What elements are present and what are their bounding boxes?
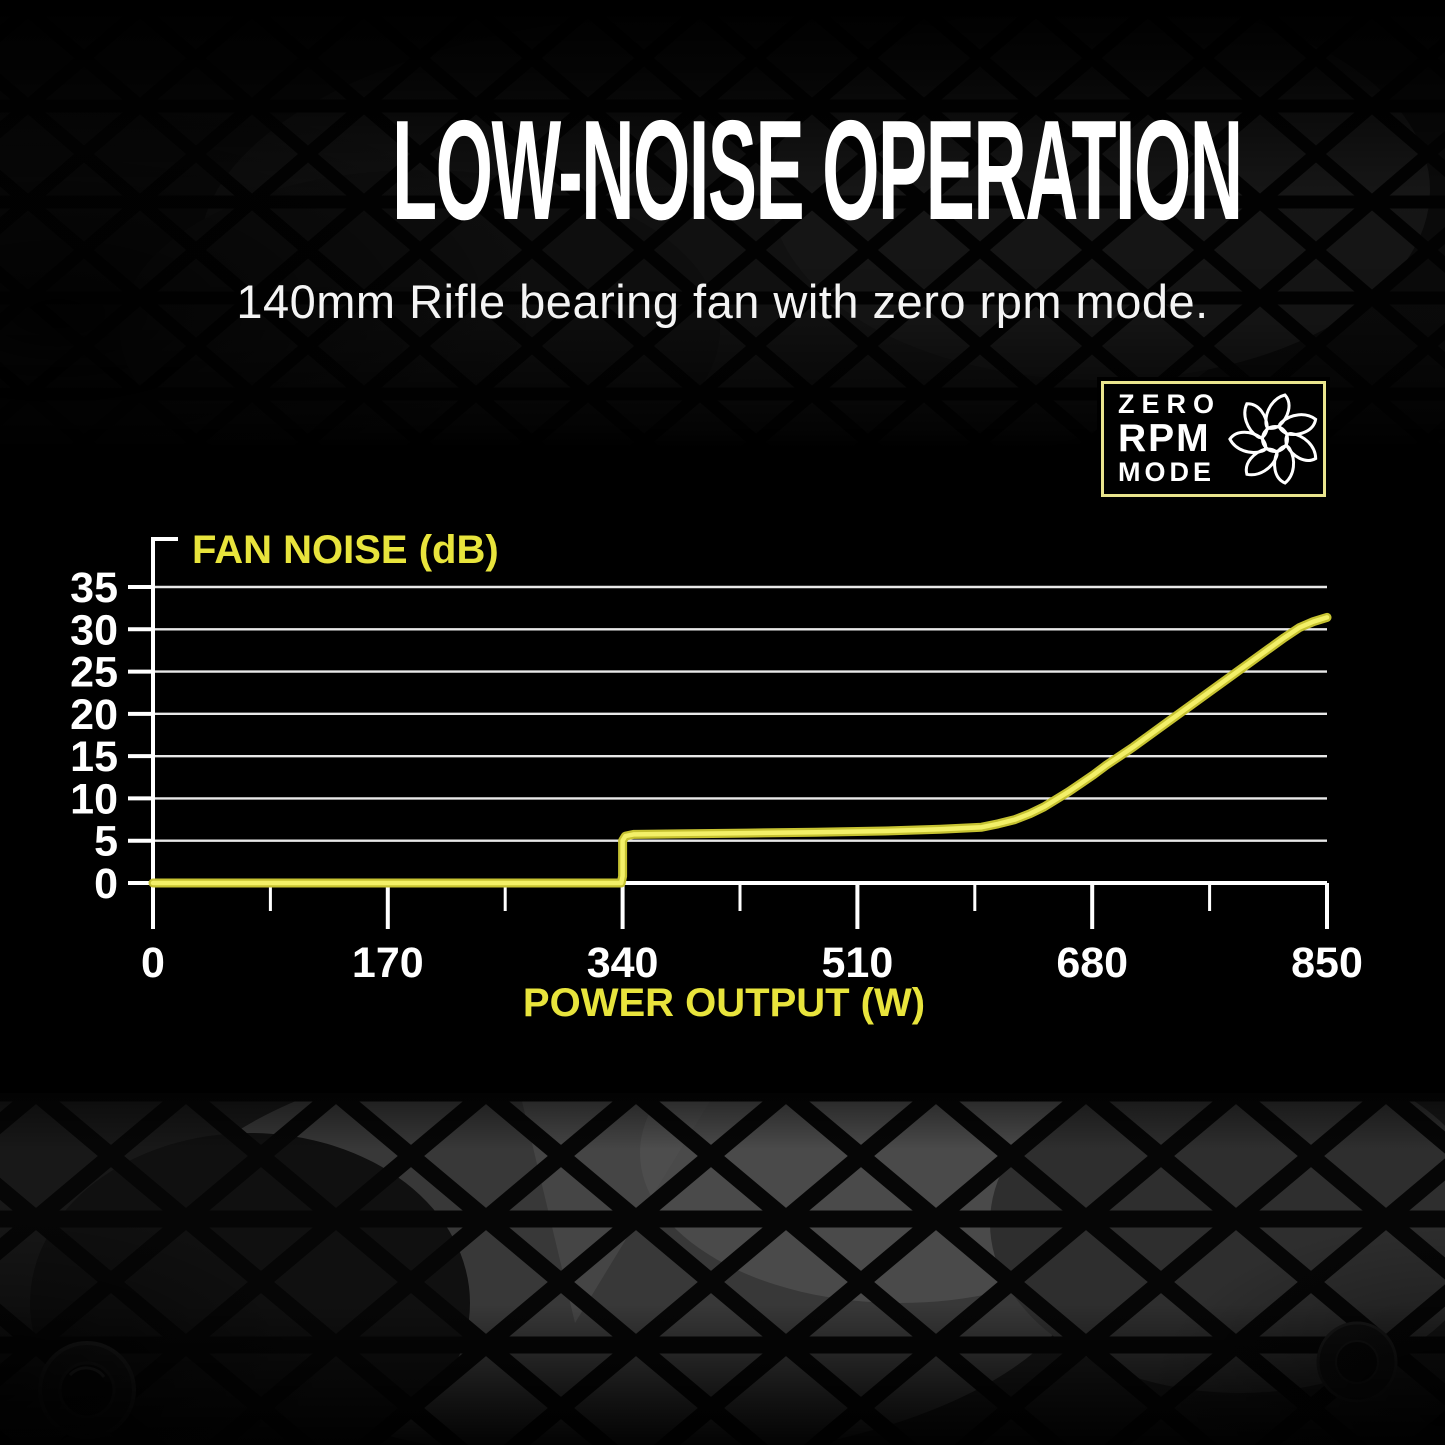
x-tick-label-510: 510 (822, 939, 894, 987)
fan-hub-shadow (30, 1133, 470, 1445)
zero-rpm-badge-text: ZERO RPM MODE (1118, 390, 1221, 487)
page-title: LOW-NOISE OPERATION (392, 91, 1243, 250)
x-axis-label: POWER OUTPUT (W) (523, 981, 925, 1025)
badge-line-mode: MODE (1118, 456, 1215, 487)
badge-line-rpm: RPM (1118, 416, 1211, 460)
y-tick-label-0: 0 (94, 860, 118, 908)
fan-blade-highlight (640, 1093, 1160, 1303)
bottom-corner-shadows (0, 1093, 1445, 1445)
fan-blade-highlight (520, 1093, 715, 1323)
fan-icon (1227, 393, 1322, 487)
y-tick-label-15: 15 (70, 733, 118, 781)
y-tick-label-35: 35 (70, 564, 118, 612)
x-tick-label-680: 680 (1056, 939, 1128, 987)
x-tick-label-340: 340 (587, 939, 659, 987)
y-tick-label-30: 30 (70, 606, 118, 654)
y-tick-label-10: 10 (70, 775, 118, 823)
x-tick-label-850: 850 (1291, 939, 1363, 987)
bottom-vignette-gradient (0, 1093, 1445, 1445)
page-subtitle: 140mm Rifle bearing fan with zero rpm mo… (236, 275, 1209, 328)
noise-curve (150, 615, 1330, 886)
badge-line-zero: ZERO (1118, 389, 1222, 420)
zero-rpm-mode-badge: ZERO RPM MODE (1097, 377, 1330, 501)
noise-curve-outline (148, 612, 1332, 888)
chart-title: FAN NOISE (dB) (192, 528, 499, 572)
screw-bottom-right (1316, 1321, 1398, 1403)
y-tick-label-25: 25 (70, 649, 118, 697)
fan-grille-texture-bottom (0, 1093, 1445, 1445)
y-tick-label-5: 5 (94, 818, 118, 866)
fan-blade-highlight (150, 1093, 1090, 1445)
screw-bottom-left (38, 1341, 136, 1439)
zero-rpm-badge-frame: ZERO RPM MODE (1101, 381, 1326, 497)
y-tick-label-20: 20 (70, 691, 118, 739)
x-tick-label-0: 0 (141, 939, 165, 987)
fan-blade-highlight (990, 1093, 1445, 1393)
x-tick-label-170: 170 (352, 939, 424, 987)
